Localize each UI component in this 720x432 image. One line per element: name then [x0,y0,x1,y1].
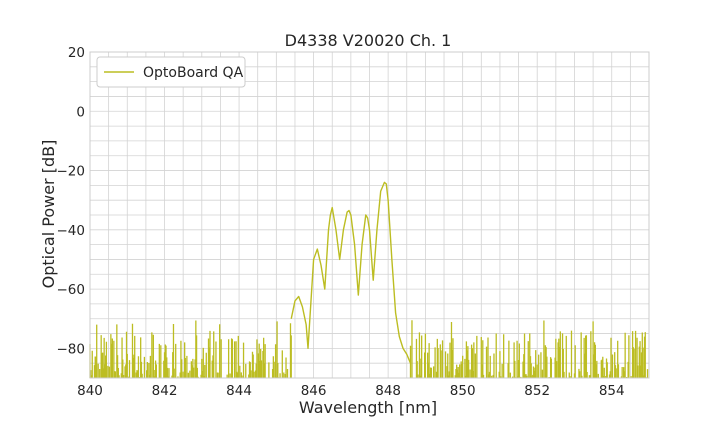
y-tick-label: 0 [76,104,85,120]
y-tick-label: −80 [57,341,86,357]
series-line-optoboard-qa [290,181,412,364]
y-tick-label: −40 [57,223,86,239]
y-tick-labels: 20 0 −20 −40 −60 −80 [57,45,86,357]
x-tick-label: 848 [375,383,401,399]
legend-label: OptoBoard QA [143,65,244,81]
x-tick-label: 854 [599,383,625,399]
y-tick-label: −60 [57,282,86,298]
x-tick-label: 840 [77,383,103,399]
chart-title: D4338 V20020 Ch. 1 [285,31,452,50]
x-tick-label: 842 [152,383,178,399]
x-tick-label: 852 [524,383,550,399]
x-axis-label: Wavelength [nm] [299,398,437,417]
grid [89,51,650,379]
x-tick-label: 846 [301,383,327,399]
legend: OptoBoard QA [96,56,246,88]
x-tick-label: 844 [226,383,252,399]
y-tick-label: 20 [68,45,85,61]
y-tick-label: −20 [57,164,86,180]
legend-box [96,56,246,88]
x-tick-label: 850 [450,383,476,399]
x-tick-labels: 840 842 844 846 848 850 852 854 [77,383,625,399]
plot-frame [89,51,650,379]
y-axis-label: Optical Power [dB] [39,140,58,289]
